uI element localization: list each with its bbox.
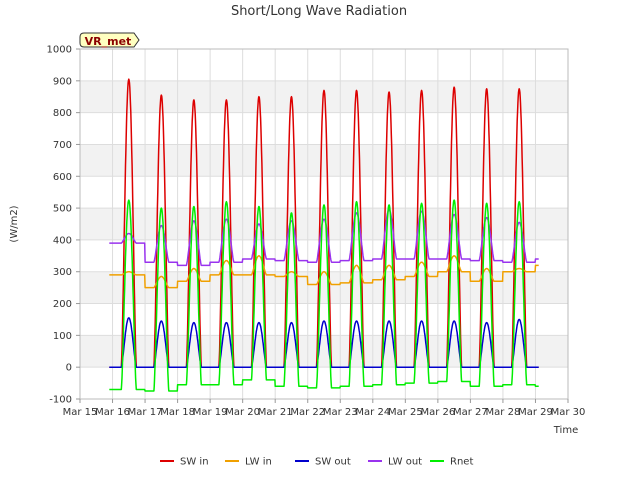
series-lines (108, 78, 540, 392)
legend-label: LW out (388, 457, 422, 468)
plot-bands (80, 80, 568, 368)
x-tick-label: Mar 23 (323, 407, 358, 418)
site-badge: VR_met (79, 32, 140, 48)
x-tick-label: Mar 17 (128, 407, 163, 418)
x-tick-label: Mar 18 (160, 407, 195, 418)
plot-band (80, 144, 568, 177)
legend: SW in LW in SW out LW out Rnet (160, 457, 473, 468)
x-tick-label: Mar 26 (420, 407, 455, 418)
y-tick-label: 1000 (47, 45, 72, 56)
y-tick-label: 700 (53, 140, 72, 151)
legend-label: SW in (180, 457, 209, 468)
y-axis-ticks: -100 0 100 200 300 400 500 600 700 800 900 1000 (47, 45, 80, 406)
legend-label: LW in (245, 457, 272, 468)
y-tick-label: 0 (66, 363, 72, 374)
x-tick-label: Mar 16 (95, 407, 130, 418)
legend-label: Rnet (450, 457, 473, 468)
y-tick-label: 200 (53, 299, 72, 310)
x-tick-label: Mar 29 (518, 407, 553, 418)
plot-frame (79, 48, 569, 400)
x-tick-label: Mar 20 (225, 407, 260, 418)
y-tick-label: 400 (53, 235, 72, 246)
site-badge-label: VR_met (85, 35, 132, 48)
y-tick-label: -100 (49, 395, 72, 406)
y-tick-label: 300 (53, 267, 72, 278)
series-line-lw-out (108, 208, 540, 267)
site-badge-shape (79, 32, 140, 48)
y-tick-label: 500 (53, 204, 72, 215)
series-line-rnet (108, 199, 540, 392)
y-tick-label: 800 (53, 108, 72, 119)
x-tick-label: Mar 19 (193, 407, 228, 418)
x-tick-label: Mar 25 (388, 407, 423, 418)
series-line-sw-out (108, 317, 540, 368)
x-tick-label: Mar 21 (258, 407, 293, 418)
y-tick-label: 600 (53, 172, 72, 183)
y-tick-label: 100 (53, 331, 72, 342)
x-tick-label: Mar 22 (290, 407, 325, 418)
plot-band (80, 335, 568, 368)
plot-band (80, 80, 568, 113)
x-tick-label: Mar 28 (486, 407, 521, 418)
series-line-lw-in (108, 255, 540, 289)
x-tick-label: Mar 15 (63, 407, 98, 418)
x-axis-label: Time (553, 425, 578, 436)
y-tick-label: 900 (53, 76, 72, 87)
x-tick-label: Mar 24 (355, 407, 390, 418)
legend-label: SW out (315, 457, 351, 468)
x-tick-label: Mar 27 (453, 407, 488, 418)
chart-title: Short/Long Wave Radiation (231, 4, 407, 19)
plot-band (80, 208, 568, 240)
x-tick-label: Mar 30 (551, 407, 586, 418)
y-axis-label: (W/m2) (9, 205, 20, 242)
